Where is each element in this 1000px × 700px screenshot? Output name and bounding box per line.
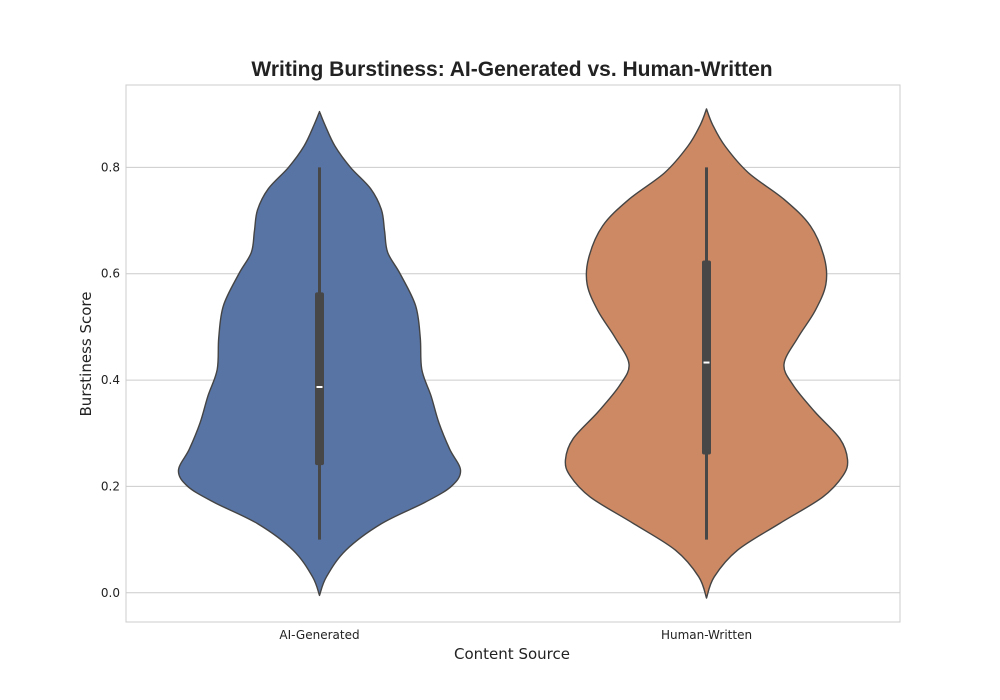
y-axis-label: Burstiness Score xyxy=(77,292,95,417)
iqr-box xyxy=(315,292,324,466)
y-tick-label: 0.8 xyxy=(101,160,120,174)
violins xyxy=(177,108,849,599)
x-tick-label: Human-Written xyxy=(661,628,752,642)
y-tick-label: 0.0 xyxy=(101,586,120,600)
iqr-box xyxy=(702,260,711,455)
plot-frame xyxy=(125,84,901,623)
x-tick-label: AI-Generated xyxy=(279,628,359,642)
violin-human-written xyxy=(564,108,849,599)
violin-ai-generated xyxy=(177,110,462,597)
chart-title: Writing Burstiness: AI-Generated vs. Hum… xyxy=(251,58,772,81)
y-tick-label: 0.4 xyxy=(101,373,120,387)
x-axis-label: Content Source xyxy=(454,645,570,663)
tick-labels: 0.0 0.2 0.4 0.6 0.8 AI-Generated Human-Written xyxy=(101,160,752,642)
y-tick-label: 0.2 xyxy=(101,479,120,493)
y-tick-label: 0.6 xyxy=(101,267,120,281)
